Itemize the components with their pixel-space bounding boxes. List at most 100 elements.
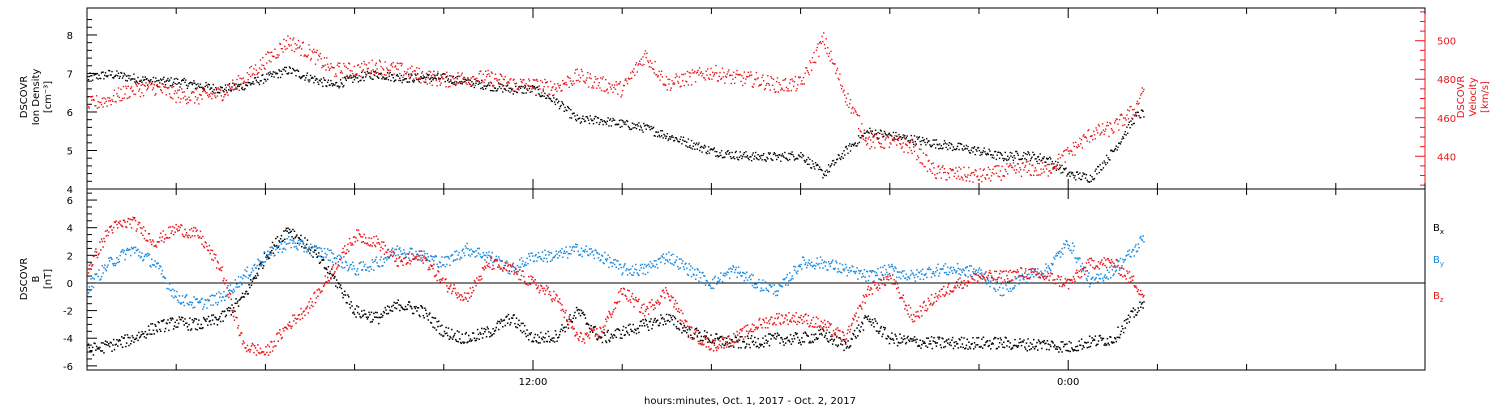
- bx-point: [207, 315, 210, 318]
- velocity-point: [821, 35, 823, 38]
- density-point: [885, 134, 887, 136]
- bx-point: [569, 314, 571, 316]
- velocity-point: [109, 100, 112, 102]
- bx-point: [211, 314, 213, 317]
- by-point: [183, 304, 185, 307]
- velocity-point: [472, 76, 475, 78]
- bx-point: [254, 275, 257, 277]
- bx-point: [838, 337, 840, 339]
- bx-point: [418, 314, 420, 316]
- velocity-point: [511, 89, 514, 91]
- density-point: [212, 83, 214, 86]
- density-point: [971, 147, 973, 149]
- density-point: [1056, 164, 1058, 166]
- bx-point: [1058, 351, 1060, 353]
- by-point: [654, 266, 656, 268]
- velocity-point: [134, 93, 137, 96]
- bx-point: [387, 312, 390, 315]
- density-point: [198, 85, 200, 87]
- density-point: [114, 75, 116, 77]
- by-point: [167, 282, 169, 284]
- bx-point: [335, 285, 337, 287]
- bx-point: [352, 311, 355, 313]
- by-point: [506, 260, 508, 262]
- by-point: [201, 297, 203, 300]
- velocity-point: [91, 99, 93, 101]
- bx-point: [570, 319, 572, 322]
- bx-point: [887, 335, 889, 337]
- density-point: [973, 147, 975, 149]
- density-point: [348, 77, 350, 79]
- density-point: [250, 83, 253, 85]
- density-point: [545, 97, 547, 99]
- bx-point: [665, 313, 668, 316]
- density-point: [982, 150, 985, 152]
- velocity-point: [1119, 114, 1122, 116]
- by-point: [761, 289, 763, 292]
- bx-point: [238, 299, 241, 301]
- velocity-point: [755, 71, 758, 74]
- by-point: [757, 281, 759, 284]
- velocity-point: [568, 86, 570, 88]
- velocity-point: [266, 62, 268, 64]
- bx-point: [888, 342, 891, 345]
- bx-point: [496, 322, 498, 325]
- velocity-point: [825, 38, 827, 40]
- density-point: [1015, 150, 1017, 153]
- density-point: [680, 136, 682, 138]
- bx-point: [582, 311, 584, 314]
- by-point: [617, 268, 620, 270]
- by-point: [578, 254, 580, 256]
- velocity-point: [1081, 147, 1083, 149]
- bx-point: [439, 325, 442, 327]
- density-point: [883, 135, 885, 137]
- bx-point: [694, 333, 696, 335]
- density-point: [1122, 137, 1125, 139]
- by-point: [236, 283, 238, 285]
- velocity-point: [183, 91, 185, 93]
- bx-point: [419, 315, 421, 318]
- density-point: [328, 84, 330, 86]
- density-point: [535, 94, 537, 96]
- density-point: [395, 74, 398, 77]
- bx-point: [329, 272, 331, 275]
- velocity-point: [393, 73, 395, 75]
- velocity-point: [1105, 128, 1107, 130]
- velocity-point: [1063, 150, 1065, 153]
- by-point: [446, 255, 449, 258]
- density-point: [702, 146, 704, 148]
- by-point: [469, 255, 472, 257]
- density-point: [372, 78, 374, 80]
- by-point: [762, 279, 764, 281]
- bx-point: [155, 329, 158, 331]
- bx-point: [1034, 346, 1037, 348]
- by-point: [254, 267, 257, 269]
- velocity-point: [986, 174, 989, 176]
- by-point: [210, 304, 212, 306]
- velocity-point: [391, 66, 394, 68]
- velocity-point: [822, 41, 824, 43]
- by-point: [472, 250, 474, 252]
- density-point: [425, 81, 427, 83]
- velocity-point: [587, 86, 590, 88]
- density-point: [933, 143, 935, 146]
- bx-point: [124, 334, 126, 336]
- velocity-point: [314, 63, 317, 65]
- density-point: [686, 141, 688, 143]
- velocity-point: [297, 39, 300, 42]
- velocity-point: [284, 45, 286, 48]
- density-point: [391, 74, 394, 76]
- velocity-point: [597, 84, 600, 87]
- velocity-point: [1033, 174, 1035, 176]
- bx-point: [318, 252, 320, 254]
- bx-point: [819, 328, 822, 331]
- by-point: [820, 262, 823, 265]
- velocity-point: [763, 88, 766, 91]
- bx-point: [373, 312, 375, 315]
- by-point: [369, 265, 371, 268]
- by-point: [139, 257, 142, 259]
- velocity-point: [1042, 168, 1045, 170]
- by-point: [224, 295, 227, 298]
- bx-point: [202, 327, 204, 329]
- velocity-point: [917, 157, 920, 159]
